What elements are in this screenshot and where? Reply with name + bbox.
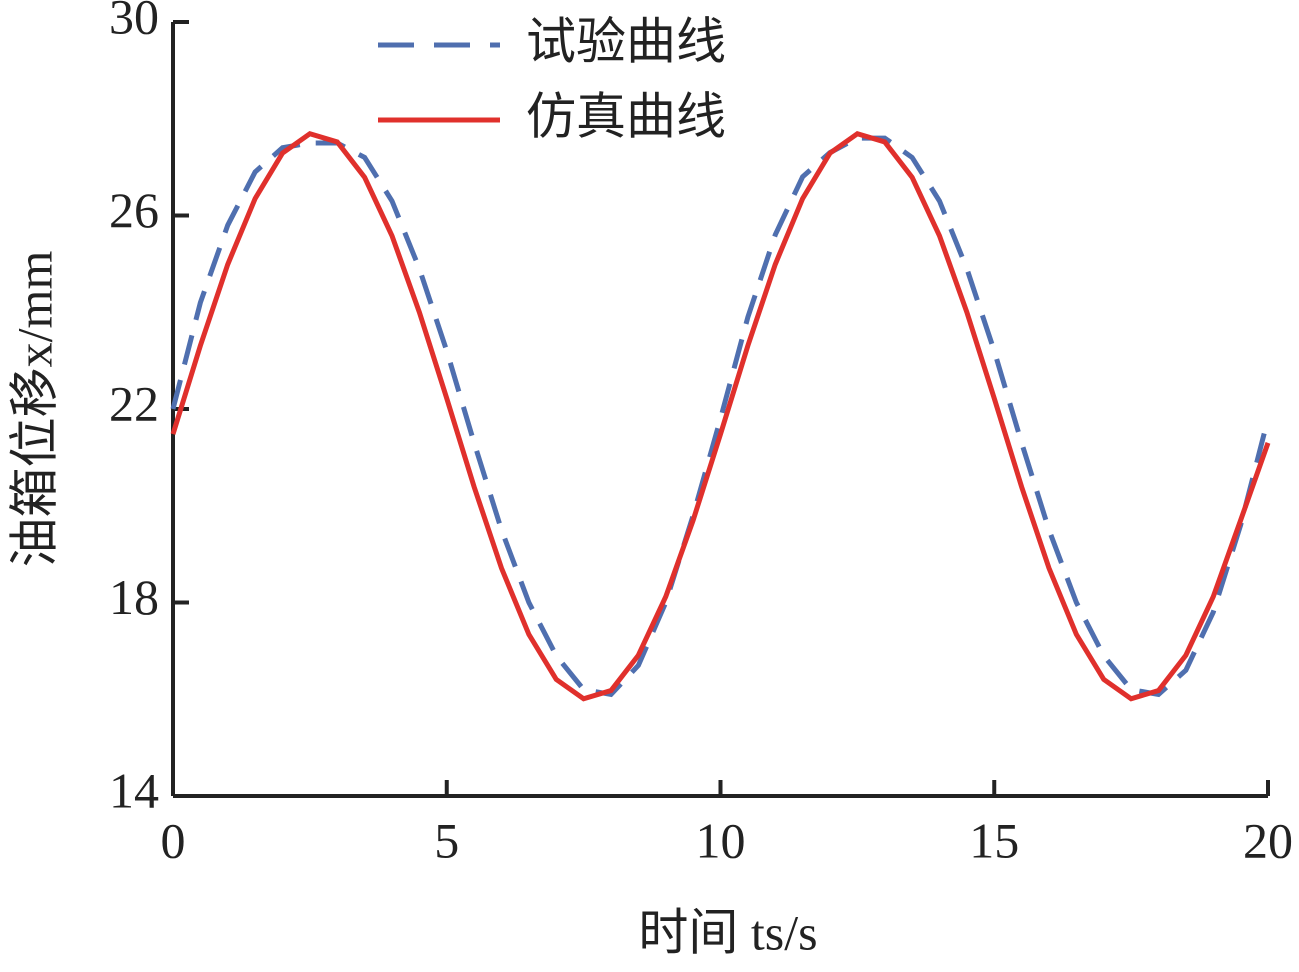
legend-label: 试验曲线	[526, 13, 726, 69]
x-tick-label: 0	[161, 812, 186, 868]
y-tick-label: 30	[109, 0, 159, 44]
series-line	[170, 135, 1271, 698]
y-tick-label: 18	[109, 569, 159, 625]
y-tick-label: 22	[109, 375, 159, 431]
x-tick-label: 20	[1243, 812, 1293, 868]
x-axis-label: 时间 ts/s	[638, 904, 817, 960]
x-tick-label: 15	[969, 812, 1019, 868]
x-tick-label: 5	[434, 812, 459, 868]
y-axis-label: 油箱位移x/mm	[6, 251, 62, 568]
series-line	[170, 131, 1271, 702]
y-tick-label: 26	[109, 182, 159, 238]
y-tick-label: 14	[109, 762, 159, 818]
x-tick-label: 10	[696, 812, 746, 868]
legend-label: 仿真曲线	[526, 88, 726, 144]
